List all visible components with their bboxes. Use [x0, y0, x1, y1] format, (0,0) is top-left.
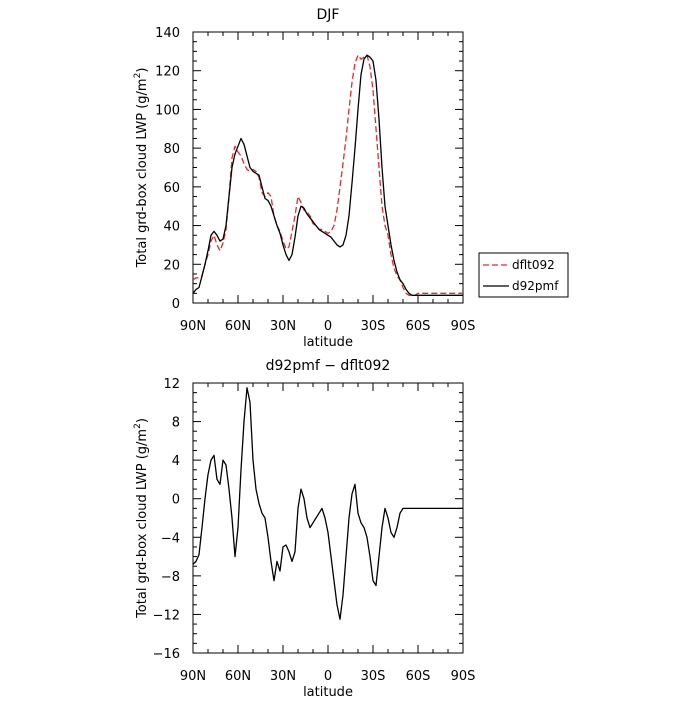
x-tick-label: 30N [270, 319, 296, 334]
x-tick-label: 30S [361, 319, 386, 334]
y-tick-label: 40 [163, 220, 180, 235]
y-axis-label: Total grd-box cloud LWP (g/m2) [133, 68, 150, 269]
x-tick-label: 0 [324, 319, 332, 334]
legend-entry: d92pmf [512, 279, 559, 293]
chart-title: d92pmf − dflt092 [266, 358, 391, 374]
series-line-d92pmf [193, 54, 463, 296]
x-tick-label: 90N [180, 319, 206, 334]
plot-frame [192, 31, 464, 304]
x-tick-label: 60S [406, 669, 431, 684]
x-tick-label: 60N [225, 319, 251, 334]
y-tick-label: 4 [172, 454, 180, 469]
y-tick-label: 100 [155, 103, 180, 118]
x-tick-label: 90S [451, 319, 476, 334]
y-tick-label: 60 [163, 181, 180, 196]
plot-frame [192, 382, 464, 654]
x-tick-label: 30N [270, 669, 296, 684]
x-tick-label: 90S [451, 669, 476, 684]
chart-2: d92pmf − dflt092 90N 60N 30N 0 30S 60S 90S 12 8 4 0… [133, 358, 475, 700]
y-tick-label: −4 [161, 531, 180, 546]
x-axis-label: latitude [303, 335, 353, 350]
y-axis-label: Total grd-box cloud LWP (g/m2) [133, 418, 150, 619]
x-tick-label: 30S [361, 669, 386, 684]
legend-box [478, 252, 569, 298]
series-line-dflt092 [193, 54, 463, 296]
chart-title: DJF [317, 7, 340, 23]
y-tick-label: −8 [161, 570, 180, 585]
y-tick-label: 80 [163, 142, 180, 157]
legend: dflt092 d92pmf [478, 252, 569, 298]
x-tick-label: 0 [324, 669, 332, 684]
legend-entry: dflt092 [512, 258, 555, 272]
y-tick-label: −12 [153, 608, 180, 623]
y-tick-label: 140 [155, 26, 180, 41]
y-tick-label: 0 [172, 493, 180, 508]
y-tick-label: 20 [163, 258, 180, 273]
series-line-series-1 [193, 387, 463, 620]
x-axis-label: latitude [303, 685, 353, 700]
y-tick-label: 120 [155, 65, 180, 80]
x-tick-label: 60N [225, 669, 251, 684]
y-tick-label: −16 [153, 647, 180, 662]
y-tick-label: 8 [172, 416, 180, 431]
x-tick-label: 90N [180, 669, 206, 684]
y-tick-label: 0 [172, 297, 180, 312]
x-tick-label: 60S [406, 319, 431, 334]
chart-1: DJF 90N 60N 30N 0 30S 60S 90S 0 20 40 60 80 100 120 140… [133, 7, 569, 350]
y-tick-label: 12 [163, 377, 180, 392]
